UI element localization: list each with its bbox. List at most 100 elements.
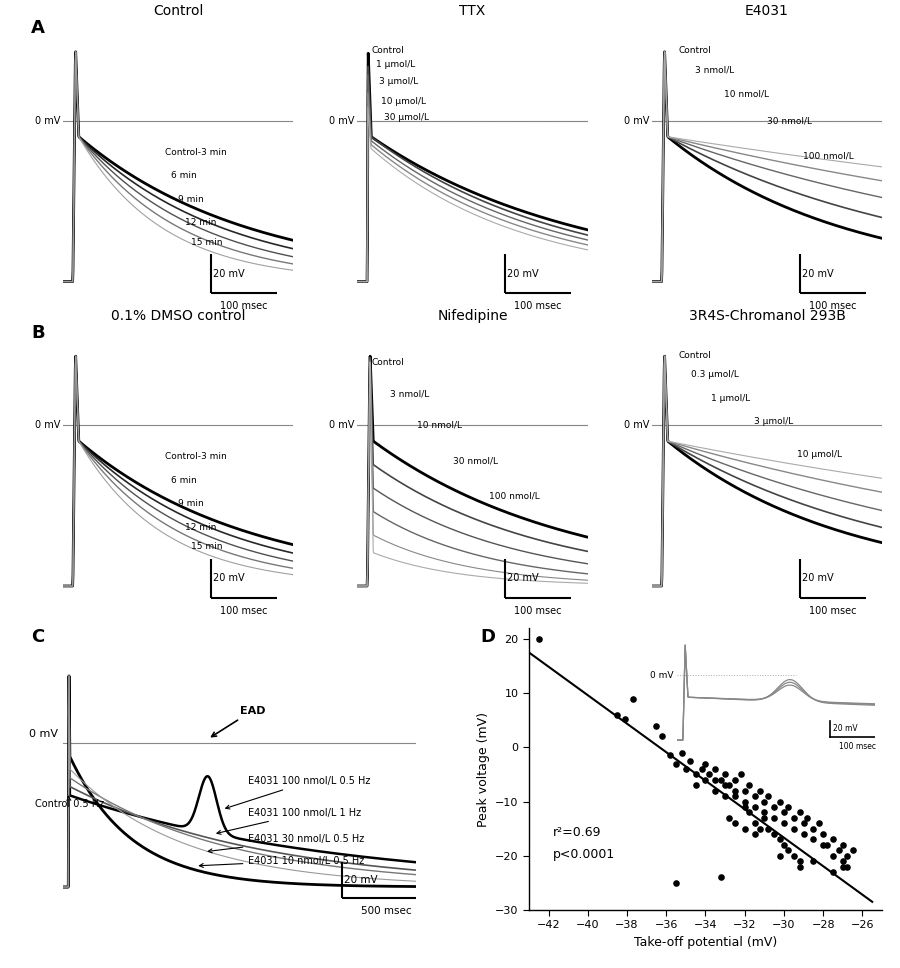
Point — [780, 800, 795, 815]
Text: E4031 100 nmol/L 1 Hz: E4031 100 nmol/L 1 Hz — [217, 808, 362, 834]
Point — [698, 772, 713, 788]
Point — [669, 756, 683, 771]
Point — [728, 772, 742, 788]
Point — [796, 815, 811, 831]
Point — [800, 810, 814, 826]
Point — [777, 804, 791, 820]
Point — [728, 788, 742, 803]
Point — [742, 777, 756, 793]
Point — [655, 729, 670, 744]
Text: 10 nmol/L: 10 nmol/L — [417, 421, 462, 430]
Text: p<0.0001: p<0.0001 — [553, 848, 615, 861]
Text: 0.3 μmol/L: 0.3 μmol/L — [691, 370, 739, 379]
Point — [792, 804, 806, 820]
Text: 20 mV: 20 mV — [213, 573, 245, 583]
Point — [757, 804, 771, 820]
Point — [708, 761, 723, 776]
Text: 100 msec: 100 msec — [515, 301, 562, 311]
Text: Control: Control — [679, 46, 711, 55]
Point — [722, 777, 736, 793]
Text: 100 msec: 100 msec — [515, 606, 562, 616]
Text: 100 msec: 100 msec — [220, 606, 267, 616]
Text: E4031 30 nmol/L 0.5 Hz: E4031 30 nmol/L 0.5 Hz — [208, 834, 364, 853]
Text: Control 0.5 Hz: Control 0.5 Hz — [35, 797, 104, 809]
Point — [728, 815, 742, 831]
Text: 20 mV: 20 mV — [802, 269, 833, 279]
Point — [792, 859, 806, 874]
Text: Control: Control — [679, 350, 711, 359]
Point — [737, 794, 751, 809]
Text: 20 mV: 20 mV — [802, 573, 833, 583]
Point — [787, 821, 801, 836]
Title: Nifedipine: Nifedipine — [437, 309, 508, 322]
Point — [773, 848, 788, 863]
Text: 100 msec: 100 msec — [809, 606, 857, 616]
Text: 0 mV: 0 mV — [35, 116, 60, 126]
Point — [806, 854, 821, 869]
Title: Control: Control — [153, 4, 203, 18]
Point — [718, 767, 733, 782]
Text: EAD: EAD — [212, 706, 265, 737]
Point — [840, 859, 854, 874]
Point — [826, 832, 841, 847]
Text: 500 msec: 500 msec — [361, 906, 411, 917]
Point — [812, 815, 826, 831]
Text: 0 mV: 0 mV — [35, 420, 60, 431]
Point — [835, 854, 850, 869]
Text: 100 msec: 100 msec — [220, 301, 267, 311]
Text: Control-3 min: Control-3 min — [165, 148, 227, 157]
Point — [806, 832, 821, 847]
Point — [688, 777, 703, 793]
Text: 0 mV: 0 mV — [624, 116, 649, 126]
Text: C: C — [32, 628, 44, 646]
Point — [753, 821, 768, 836]
Point — [767, 810, 781, 826]
Point — [682, 753, 697, 769]
Point — [649, 718, 663, 734]
Title: 3R4S-Chromanol 293B: 3R4S-Chromanol 293B — [688, 309, 845, 322]
Text: 30 μmol/L: 30 μmol/L — [383, 112, 428, 122]
Y-axis label: Peak voltage (mV): Peak voltage (mV) — [476, 711, 490, 827]
Point — [753, 783, 768, 799]
Point — [835, 859, 850, 874]
Point — [728, 783, 742, 799]
Point — [826, 848, 841, 863]
Text: 30 nmol/L: 30 nmol/L — [767, 116, 812, 126]
Text: 20 mV: 20 mV — [508, 269, 539, 279]
Point — [845, 842, 859, 858]
Point — [626, 691, 640, 707]
Point — [806, 821, 821, 836]
Text: B: B — [31, 323, 45, 342]
Point — [747, 827, 761, 842]
Point — [688, 767, 703, 782]
Point — [761, 788, 776, 803]
Point — [832, 842, 846, 858]
Point — [695, 761, 709, 776]
Title: TTX: TTX — [459, 4, 486, 18]
Point — [773, 794, 788, 809]
Point — [702, 767, 716, 782]
Point — [796, 827, 811, 842]
Text: 30 nmol/L: 30 nmol/L — [453, 456, 498, 466]
Point — [787, 810, 801, 826]
X-axis label: Take-off potential (mV): Take-off potential (mV) — [634, 936, 777, 949]
Text: 3 nmol/L: 3 nmol/L — [391, 390, 429, 399]
Text: 9 min: 9 min — [178, 195, 203, 204]
Point — [767, 827, 781, 842]
Point — [773, 832, 788, 847]
Text: 100 nmol/L: 100 nmol/L — [489, 492, 540, 500]
Text: 1 μmol/L: 1 μmol/L — [711, 394, 751, 403]
Point — [718, 777, 733, 793]
Text: 0 mV: 0 mV — [329, 116, 355, 126]
Point — [747, 815, 761, 831]
Point — [820, 837, 834, 853]
Point — [777, 815, 791, 831]
Text: 0 mV: 0 mV — [29, 729, 58, 739]
Point — [757, 794, 771, 809]
Point — [737, 783, 751, 799]
Point — [675, 745, 689, 761]
Point — [714, 772, 728, 788]
Text: 6 min: 6 min — [172, 476, 197, 485]
Point — [787, 848, 801, 863]
Title: E4031: E4031 — [745, 4, 789, 18]
